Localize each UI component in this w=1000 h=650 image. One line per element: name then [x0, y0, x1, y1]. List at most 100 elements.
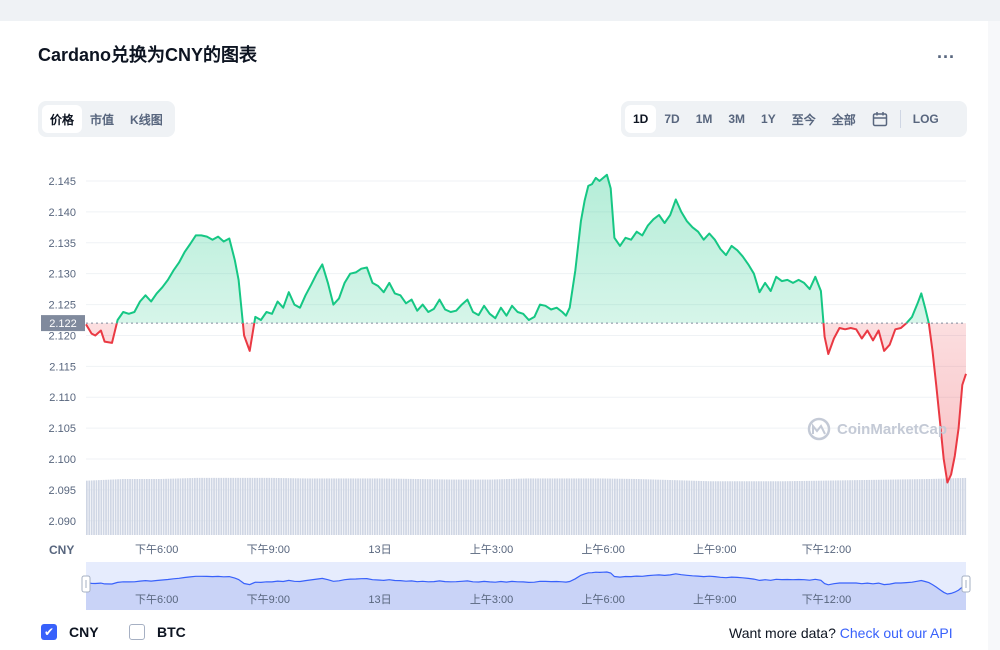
- volume-bar: [856, 480, 859, 535]
- volume-bar: [777, 481, 779, 535]
- volume-bar: [942, 478, 945, 535]
- cny-checkbox[interactable]: ✔: [41, 624, 57, 640]
- volume-bar: [352, 478, 355, 535]
- volume-bar: [429, 479, 431, 535]
- volume-bar: [309, 478, 311, 535]
- volume-bar: [244, 477, 247, 535]
- volume-bar: [378, 478, 381, 535]
- volume-bar: [290, 478, 292, 535]
- x-tick-label: 上午6:00: [581, 543, 624, 556]
- legend-item-btc[interactable]: BTC: [129, 624, 186, 640]
- more-options-button[interactable]: ...: [936, 42, 955, 62]
- volume-bar: [962, 478, 964, 535]
- volume-bar: [633, 478, 635, 535]
- volume-bar: [366, 478, 369, 535]
- volume-bar: [626, 478, 628, 535]
- volume-bar: [647, 479, 650, 535]
- volume-bar: [834, 480, 837, 535]
- navigator-area: [86, 572, 966, 610]
- legend-label-cny: CNY: [69, 624, 99, 640]
- volume-bar: [412, 478, 415, 535]
- volume-bar: [621, 478, 623, 535]
- tab-1d[interactable]: 1D: [625, 105, 657, 133]
- volume-bar: [770, 481, 772, 535]
- volume-bar: [772, 481, 775, 535]
- tab-market-cap[interactable]: 市值: [90, 112, 115, 127]
- legend-item-cny[interactable]: ✔ CNY: [41, 624, 99, 640]
- volume-bar: [890, 479, 892, 535]
- volume-bar: [304, 478, 307, 535]
- volume-bar: [849, 480, 851, 535]
- api-link[interactable]: Check out our API: [839, 625, 953, 641]
- volume-bar: [213, 477, 215, 535]
- calendar-button[interactable]: [864, 105, 896, 133]
- volume-bar: [952, 478, 955, 535]
- volume-bar: [465, 479, 467, 535]
- volume-bar: [206, 477, 208, 535]
- tab-candlestick[interactable]: K线图: [130, 112, 163, 127]
- volume-bar: [734, 481, 736, 535]
- volume-bar: [501, 479, 503, 535]
- price-area-up: [86, 174, 966, 324]
- x-tick-label: 下午12:00: [802, 543, 852, 556]
- volume-bar: [549, 478, 551, 535]
- tab-price[interactable]: 价格: [42, 105, 83, 133]
- volume-bar: [393, 478, 395, 535]
- tab-log[interactable]: LOG: [912, 112, 939, 126]
- volume-bar: [340, 478, 343, 535]
- price-chart[interactable]: 2.145 2.140 2.135 2.130 2.125 2.120 2.115 2.110…: [0, 0, 1000, 620]
- volume-bar: [566, 478, 568, 535]
- volume-bar: [160, 478, 163, 535]
- volume-bar: [928, 479, 931, 535]
- volume-bar: [100, 480, 103, 535]
- volume-bar: [184, 478, 187, 535]
- volume-bar: [376, 478, 379, 535]
- y-tick-label: 2.120: [48, 330, 76, 342]
- volume-bar: [138, 479, 141, 535]
- volume-bar: [743, 481, 746, 535]
- price-area-down: [86, 323, 966, 483]
- volume-bar: [563, 478, 566, 535]
- tab-ytd[interactable]: 至今: [791, 112, 816, 127]
- volume-bar: [894, 479, 897, 535]
- volume-bar: [434, 479, 436, 535]
- tab-1m[interactable]: 1M: [695, 112, 713, 126]
- volume-bar: [491, 479, 494, 535]
- volume-bar: [314, 478, 316, 535]
- volume-bar: [741, 481, 743, 535]
- volume-bar: [230, 477, 232, 535]
- volume-bar: [705, 481, 707, 535]
- volume-bar: [686, 480, 688, 535]
- volume-bar: [638, 479, 640, 535]
- tab-all[interactable]: 全部: [831, 112, 856, 127]
- volume-bar: [201, 477, 203, 535]
- volume-bar: [674, 480, 676, 535]
- volume-bar: [945, 478, 947, 535]
- volume-bar: [950, 478, 952, 535]
- volume-bar: [472, 479, 475, 535]
- currency-label: CNY: [49, 543, 74, 557]
- volume-bar: [866, 479, 868, 535]
- volume-bar: [112, 479, 115, 535]
- tab-7d[interactable]: 7D: [664, 112, 680, 126]
- volume-bar: [671, 480, 674, 535]
- tab-1y[interactable]: 1Y: [761, 112, 776, 126]
- volume-bar: [441, 479, 443, 535]
- volume-bar: [678, 480, 681, 535]
- volume-bar: [321, 478, 323, 535]
- btc-checkbox[interactable]: [129, 624, 145, 640]
- volume-bar: [662, 479, 664, 535]
- volume-bar: [333, 478, 335, 535]
- tab-3m[interactable]: 3M: [728, 112, 746, 126]
- volume-bar: [227, 477, 230, 535]
- volume-bar: [438, 479, 441, 535]
- volume-bar: [278, 478, 280, 535]
- baseline-label: 2.122: [49, 318, 77, 330]
- volume-bar: [198, 477, 201, 535]
- volume-bar: [938, 478, 940, 535]
- volume-bar: [921, 479, 923, 535]
- volume-bar: [729, 481, 731, 535]
- volume-bar: [194, 477, 196, 535]
- volume-bar: [520, 478, 523, 535]
- volume-bar: [311, 478, 314, 535]
